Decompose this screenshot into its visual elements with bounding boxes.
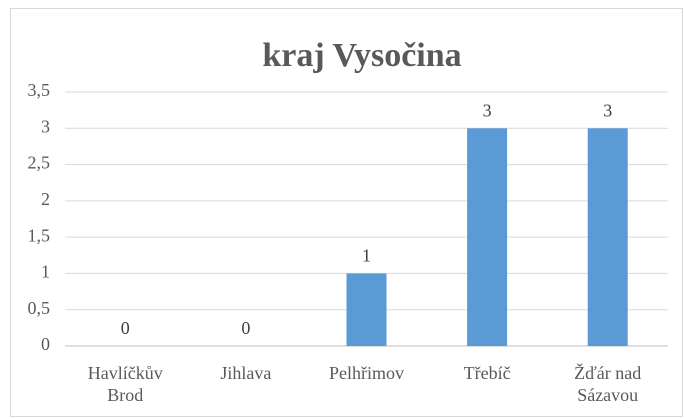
y-tick-label: 0 <box>41 334 50 354</box>
data-label: 0 <box>241 318 250 338</box>
y-tick-label: 2 <box>41 189 50 209</box>
chart-title: kraj Vysočina <box>262 37 461 74</box>
x-tick-label: Třebíč <box>463 363 511 383</box>
bar <box>587 128 628 346</box>
x-tick-label: Jihlava <box>220 363 272 383</box>
chart-frame <box>10 8 683 417</box>
data-label: 3 <box>603 100 612 120</box>
x-tick-label: Žďár nad Sázavou <box>574 363 642 405</box>
y-tick-label: 2,5 <box>28 153 51 173</box>
bar <box>467 128 508 346</box>
x-tick-label: Pelhřimov <box>329 363 404 383</box>
y-tick-label: 1,5 <box>28 225 51 245</box>
y-tick-label: 1 <box>41 262 50 282</box>
y-tick-label: 3 <box>41 116 50 136</box>
data-label: 3 <box>483 100 492 120</box>
data-label: 1 <box>362 246 371 266</box>
x-tick-label: Havlíčkův Brod <box>87 363 163 405</box>
bar <box>346 273 387 346</box>
data-label: 0 <box>121 318 130 338</box>
y-tick-label: 3,5 <box>28 80 51 100</box>
y-tick-label: 0,5 <box>28 298 51 318</box>
